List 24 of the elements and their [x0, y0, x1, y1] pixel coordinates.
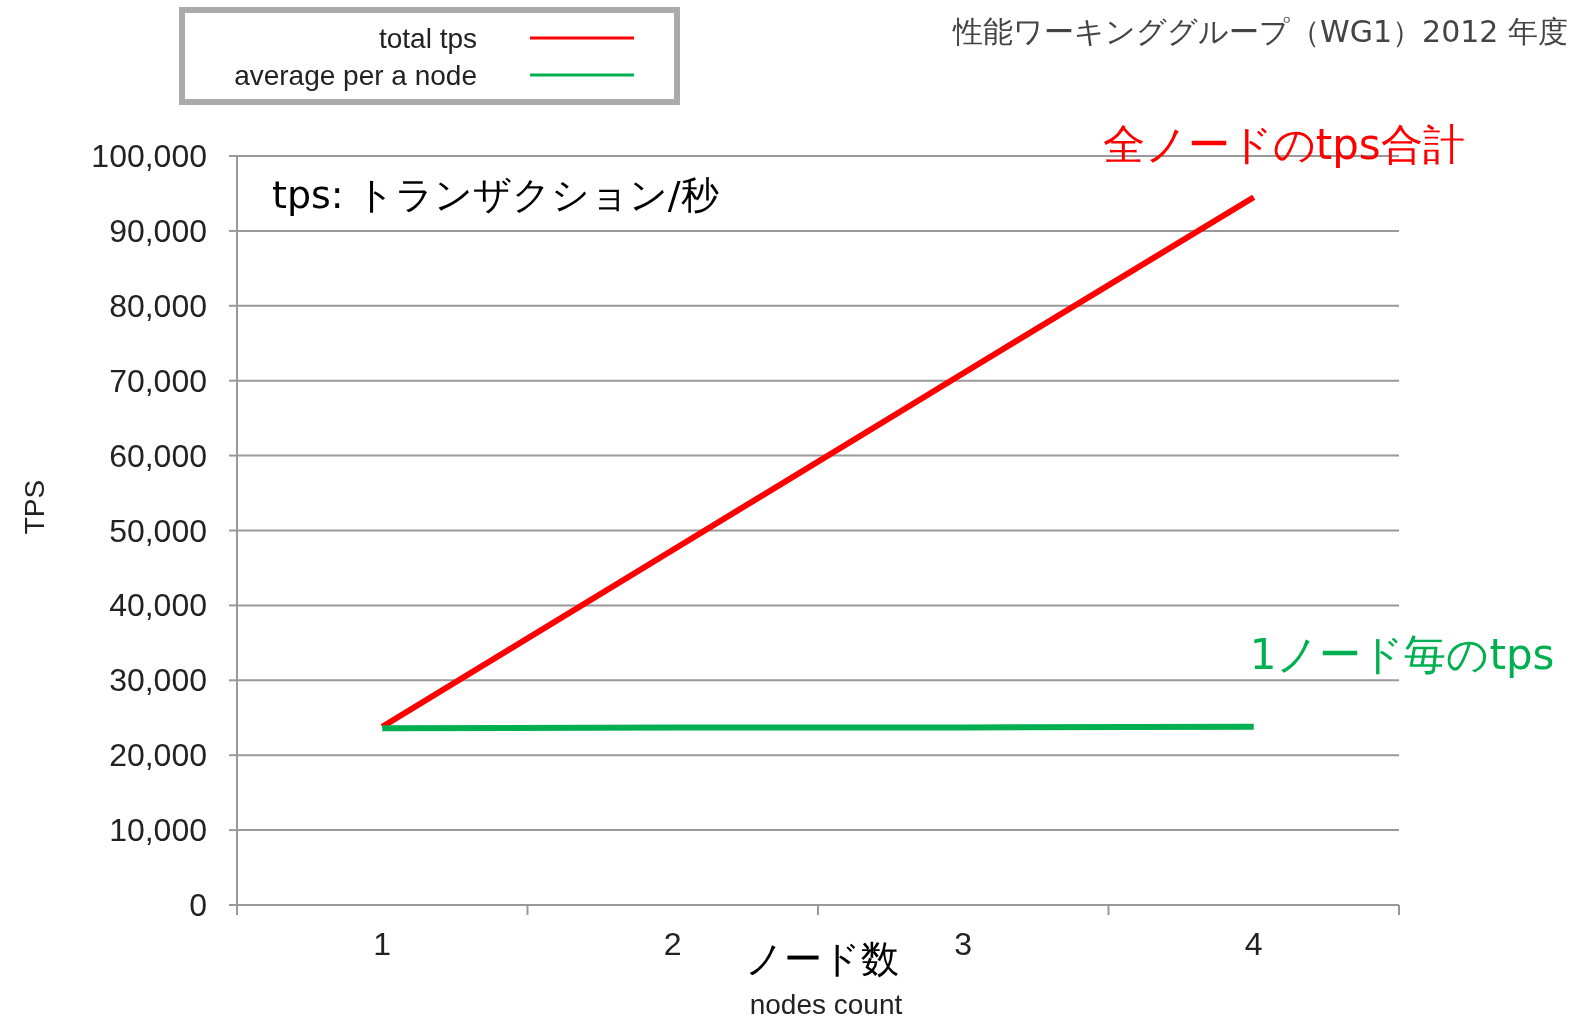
y-tick-label: 10,000	[109, 812, 207, 849]
y-tick-label: 70,000	[109, 362, 207, 399]
annotation: 全ノードのtps合計	[1102, 120, 1465, 170]
y-tick-label: 40,000	[109, 587, 207, 624]
chart-title: 性能ワーキンググループ（WG1）2012 年度	[952, 14, 1568, 49]
annotation: tps: トランザクション/秒	[272, 173, 719, 217]
x-tick-label: 4	[1244, 926, 1263, 962]
y-axis-title: TPS	[19, 479, 50, 535]
text: nodes count	[749, 989, 903, 1020]
y-tick-label: 50,000	[109, 512, 207, 549]
annotation: 1ノード毎のtps	[1249, 629, 1555, 679]
legend-label: total tps	[378, 23, 477, 54]
x-tick-label: 2	[663, 926, 682, 962]
x-tick-label: 3	[954, 926, 973, 962]
legend-label: average per a node	[234, 60, 477, 91]
y-tick-label: 80,000	[109, 287, 207, 324]
y-tick-label: 0	[189, 887, 207, 923]
y-tick-label: 20,000	[109, 737, 207, 774]
y-tick-label: 60,000	[109, 437, 207, 474]
x-tick-label: 1	[373, 926, 392, 962]
x-axis-title: ノード数	[745, 937, 899, 981]
y-tick-label: 100,000	[91, 138, 207, 174]
y-tick-label: 30,000	[109, 662, 207, 699]
y-tick-label: 90,000	[109, 212, 207, 249]
